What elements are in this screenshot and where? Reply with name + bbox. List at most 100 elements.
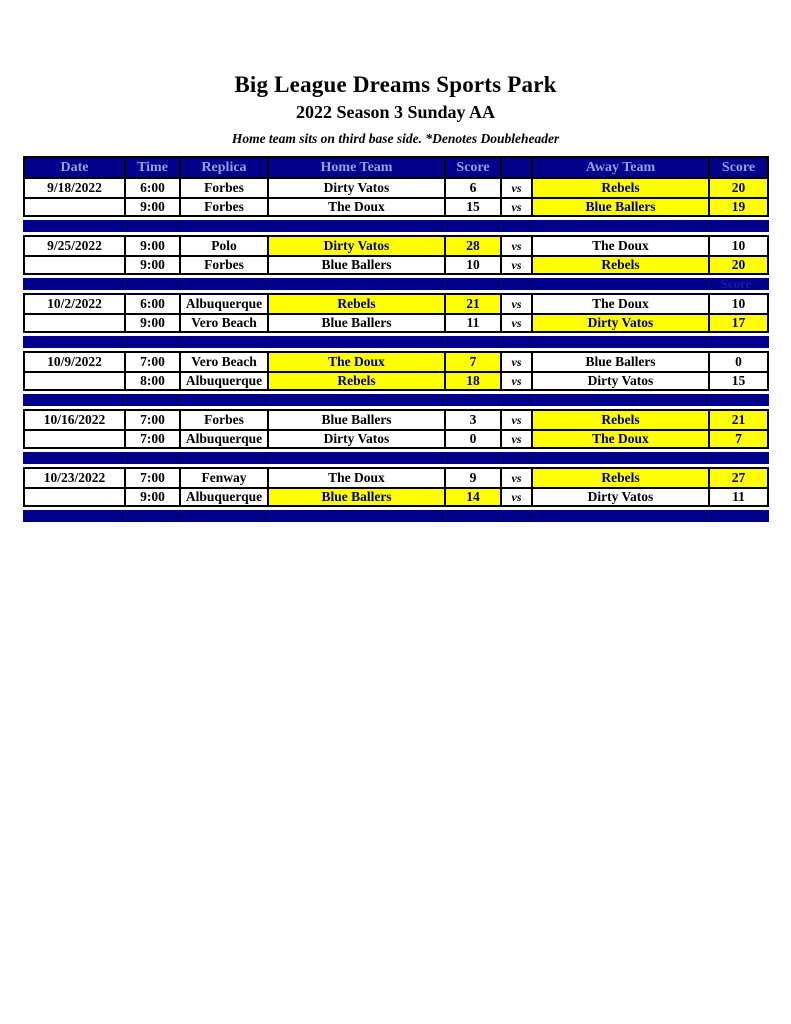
- separator-cell: [498, 452, 529, 464]
- header-cell-replica-2: Replica: [179, 158, 267, 177]
- time-cell: 6:00: [124, 295, 179, 313]
- home-score-cell: 14: [444, 487, 500, 505]
- replica-cell: Albuquerque: [179, 429, 267, 447]
- separator-cell: [529, 278, 706, 290]
- game-row: 10/9/2022 7:00 Vero Beach The Doux 7 vs Blue B…: [25, 353, 767, 371]
- home-team-cell: The Doux: [267, 353, 444, 371]
- separator-cell: [177, 278, 265, 290]
- away-team-cell: The Doux: [531, 237, 708, 255]
- away-team-cell: Rebels: [531, 469, 708, 487]
- away-score-cell: 0: [708, 353, 767, 371]
- date-cell: [25, 255, 124, 273]
- separator-cell: [265, 452, 442, 464]
- game-row: 9/25/2022 9:00 Polo Dirty Vatos 28 vs The Doux…: [25, 237, 767, 255]
- date-cell: [25, 197, 124, 215]
- separator-cell: [498, 336, 529, 348]
- separator-cell: [23, 278, 122, 290]
- separator-row: [23, 336, 769, 348]
- away-score-cell: 17: [708, 313, 767, 331]
- vs-cell: vs: [500, 429, 531, 447]
- game-row: 9:00 Forbes Blue Ballers 10 vs Rebels 20: [25, 255, 767, 273]
- header-cell-score-7: Score: [708, 158, 767, 177]
- page-header: Big League Dreams Sports Park 2022 Seaso…: [0, 0, 791, 147]
- date-cell: 10/9/2022: [25, 353, 124, 371]
- table-body: 9/18/2022 6:00 Forbes Dirty Vatos 6 vs Rebels 2…: [23, 177, 769, 522]
- header-cell-vs-5: [500, 158, 531, 177]
- vs-cell: vs: [500, 371, 531, 389]
- away-team-cell: Rebels: [531, 179, 708, 197]
- home-score-cell: 0: [444, 429, 500, 447]
- header-cell-date-0: Date: [60, 159, 89, 175]
- separator-cell: [706, 394, 765, 406]
- home-score-cell: 7: [444, 353, 500, 371]
- vs-cell: vs: [500, 295, 531, 313]
- time-cell: 9:00: [124, 313, 179, 331]
- separator-cell: [265, 510, 442, 522]
- separator-cell: [23, 394, 122, 406]
- time-cell: 7:00: [124, 353, 179, 371]
- home-score-cell: 9: [444, 469, 500, 487]
- date-cell: [25, 487, 124, 505]
- separator-cell: [498, 510, 529, 522]
- home-team-cell: Blue Ballers: [267, 411, 444, 429]
- separator-row: [23, 220, 769, 232]
- separator-cell: [177, 452, 265, 464]
- separator-row: [23, 510, 769, 522]
- away-team-cell: Dirty Vatos: [531, 313, 708, 331]
- vs-cell: vs: [500, 179, 531, 197]
- replica-cell: Forbes: [179, 197, 267, 215]
- game-group: 9/25/2022 9:00 Polo Dirty Vatos 28 vs The Doux…: [23, 235, 769, 275]
- away-score-cell: 20: [708, 255, 767, 273]
- vs-cell: vs: [500, 469, 531, 487]
- separator-cell: [442, 452, 498, 464]
- home-team-cell: Rebels: [267, 371, 444, 389]
- separator-cell: [122, 336, 177, 348]
- home-score-cell: 21: [444, 295, 500, 313]
- vs-cell: vs: [500, 255, 531, 273]
- away-score-cell: 21: [708, 411, 767, 429]
- away-team-cell: The Doux: [531, 429, 708, 447]
- vs-cell: vs: [500, 353, 531, 371]
- separator-cell: [23, 452, 122, 464]
- home-team-cell: Blue Ballers: [267, 313, 444, 331]
- game-row: 10/16/2022 7:00 Forbes Blue Ballers 3 vs Rebel…: [25, 411, 767, 429]
- vs-cell: vs: [500, 197, 531, 215]
- separator-cell: [706, 220, 765, 232]
- home-score-cell: 3: [444, 411, 500, 429]
- away-score-cell: 15: [708, 371, 767, 389]
- separator-cell: [706, 510, 765, 522]
- game-row: 9:00 Vero Beach Blue Ballers 11 vs Dirty Vato…: [25, 313, 767, 331]
- separator-cell: [23, 510, 122, 522]
- separator-cell: [265, 278, 442, 290]
- date-cell: [25, 371, 124, 389]
- separator-cell: [122, 452, 177, 464]
- time-cell: 6:00: [124, 179, 179, 197]
- vs-cell: vs: [500, 411, 531, 429]
- home-score-cell: 15: [444, 197, 500, 215]
- separator-cell: [442, 394, 498, 406]
- separator-cell: [265, 336, 442, 348]
- home-score-cell: 28: [444, 237, 500, 255]
- replica-cell: Vero Beach: [179, 353, 267, 371]
- separator-ghost-label: Score: [720, 276, 752, 291]
- header-cell-time-1: Time: [124, 158, 179, 177]
- separator-cell: [23, 336, 122, 348]
- page-title: Big League Dreams Sports Park: [234, 72, 557, 97]
- replica-cell: Albuquerque: [179, 295, 267, 313]
- away-team-cell: Rebels: [531, 411, 708, 429]
- time-cell: 9:00: [124, 197, 179, 215]
- game-row: 7:00 Albuquerque Dirty Vatos 0 vs The Doux 7: [25, 429, 767, 447]
- separator-cell: [529, 336, 706, 348]
- date-cell: [25, 429, 124, 447]
- separator-row: [23, 452, 769, 464]
- away-score-cell: 27: [708, 469, 767, 487]
- separator-cell: [498, 278, 529, 290]
- separator-cell: [122, 220, 177, 232]
- away-team-cell: The Doux: [531, 295, 708, 313]
- replica-cell: Forbes: [179, 255, 267, 273]
- away-score-cell: 10: [708, 295, 767, 313]
- away-score-cell: 10: [708, 237, 767, 255]
- separator-cell: [265, 220, 442, 232]
- game-group: 10/23/2022 7:00 Fenway The Doux 9 vs Rebels 27 9…: [23, 467, 769, 507]
- separator-cell: [529, 510, 706, 522]
